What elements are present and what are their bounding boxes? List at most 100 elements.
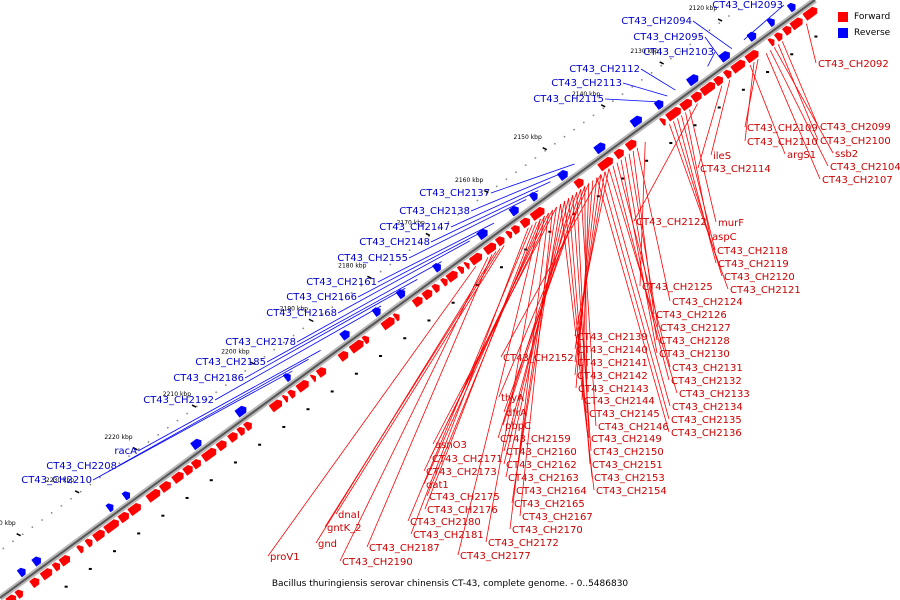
forward-gene (659, 117, 666, 126)
scale-tick (669, 142, 673, 145)
forward-label-line (267, 265, 477, 557)
forward-label-line (769, 50, 829, 167)
forward-label-line (612, 165, 670, 381)
tick-mark (542, 147, 548, 151)
scale-tick (620, 177, 624, 180)
forward-label-line (677, 118, 717, 264)
forward-gene (773, 32, 783, 42)
tick-label: 2150 kbp (514, 134, 542, 141)
forward-gene (699, 81, 716, 97)
scale-tick (693, 124, 697, 127)
scale-dot (486, 192, 488, 195)
scale-dot (534, 157, 537, 159)
forward-gene-label: CT43_CH2177 (460, 551, 531, 562)
forward-label-line (407, 224, 533, 522)
scale-dot (457, 213, 459, 216)
forward-gene-label: CT43_CH2141 (577, 358, 648, 369)
forward-label-line (639, 141, 646, 287)
reverse-label-line (117, 358, 309, 467)
tick-mark (600, 104, 606, 108)
scale-dot (573, 128, 576, 131)
scale-dot (679, 50, 682, 53)
forward-gene-label: CT43_CH2143 (578, 384, 649, 395)
scale-dot (737, 8, 740, 10)
reverse-gene-label: CT43_CH2094 (621, 16, 692, 27)
forward-gene-label: CT43_CH2160 (506, 447, 577, 458)
reverse-gene (234, 405, 247, 418)
reverse-gene-label: CT43_CH2147 (379, 222, 450, 233)
reverse-gene-label: CT43_CH2185 (195, 357, 266, 368)
forward-gene (713, 75, 723, 87)
reverse-gene-label: CT43_CH2148 (359, 237, 430, 248)
reverse-gene (685, 74, 699, 87)
tick-label: 2160 kbp (455, 177, 483, 184)
scale-dot (602, 107, 605, 110)
forward-label-line (681, 115, 716, 251)
forward-gene (380, 316, 395, 331)
reverse-label-line (450, 181, 551, 228)
forward-label-line (669, 124, 729, 290)
tick-mark (250, 361, 255, 365)
forward-gene (337, 350, 349, 362)
forward-label-line (689, 109, 717, 223)
forward-gene (268, 399, 283, 413)
scale-tick (354, 372, 358, 375)
reverse-gene (16, 567, 26, 578)
forward-gene-label: CT43_CH2124 (672, 297, 743, 308)
reverse-gene (653, 99, 664, 111)
forward-gene-label: CT43_CH2165 (514, 499, 585, 510)
scale-dot (389, 263, 392, 266)
scale-tick (112, 550, 116, 553)
tick-mark (16, 533, 22, 537)
tick-label: 2180 kbp (338, 263, 366, 270)
forward-gene-label: ssb2 (835, 149, 858, 160)
forward-gene (482, 242, 497, 256)
forward-label-line (765, 53, 821, 180)
forward-gene-label: CT43_CH2167 (522, 512, 593, 523)
tick-label: 2120 kbp (689, 5, 717, 12)
forward-gene (597, 156, 613, 172)
scale-dot (302, 327, 305, 330)
forward-label-line (633, 103, 698, 222)
scale-dot (41, 519, 43, 521)
forward-label: Forward (854, 12, 891, 22)
forward-gene-label: CT43_CH2107 (822, 175, 893, 186)
forward-label-line (366, 254, 493, 548)
forward-label-line (697, 85, 723, 169)
reverse-label-line (266, 279, 418, 363)
scale-tick (185, 496, 189, 499)
forward-gene-label: CT43_CH2110 (747, 137, 818, 148)
scale-tick (451, 301, 455, 304)
scale-dot (31, 526, 34, 529)
scale-dot (621, 93, 624, 96)
forward-gene-label: CT43_CH2162 (506, 460, 577, 471)
reverse-gene-label: CT43_CH2161 (306, 277, 377, 288)
scale-dot (321, 313, 324, 316)
tick-mark (425, 232, 431, 237)
reverse-label-line (408, 199, 527, 259)
scale-tick (161, 514, 165, 517)
forward-label-line (572, 195, 592, 452)
scale-dot (234, 377, 237, 379)
scale-dot (408, 249, 411, 252)
scale-dot (495, 185, 498, 188)
forward-gene (315, 367, 327, 378)
reverse-gene-label: CT43_CH2095 (633, 32, 704, 43)
forward-gene-label: CT43_CH2159 (500, 434, 571, 445)
forward-gene (440, 277, 448, 287)
scale-dot (99, 476, 101, 479)
forward-label-line (608, 168, 678, 394)
scale-dot (137, 448, 140, 450)
forward-label-line (636, 147, 671, 302)
forward-gene-label: CT43_CH2181 (413, 530, 484, 541)
forward-gene-label: CT43_CH2092 (818, 59, 889, 70)
reverse-label-line (470, 172, 563, 212)
scale-tick (403, 337, 407, 340)
forward-gene-label: CT43_CH2139 (577, 332, 648, 343)
forward-gene (431, 283, 440, 294)
reverse-gene-label: CT43_CH2103 (643, 47, 714, 58)
forward-gene-label: proV1 (270, 552, 300, 563)
forward-gene (789, 17, 803, 31)
forward-gene (529, 206, 545, 221)
forward-label-line (710, 79, 731, 156)
